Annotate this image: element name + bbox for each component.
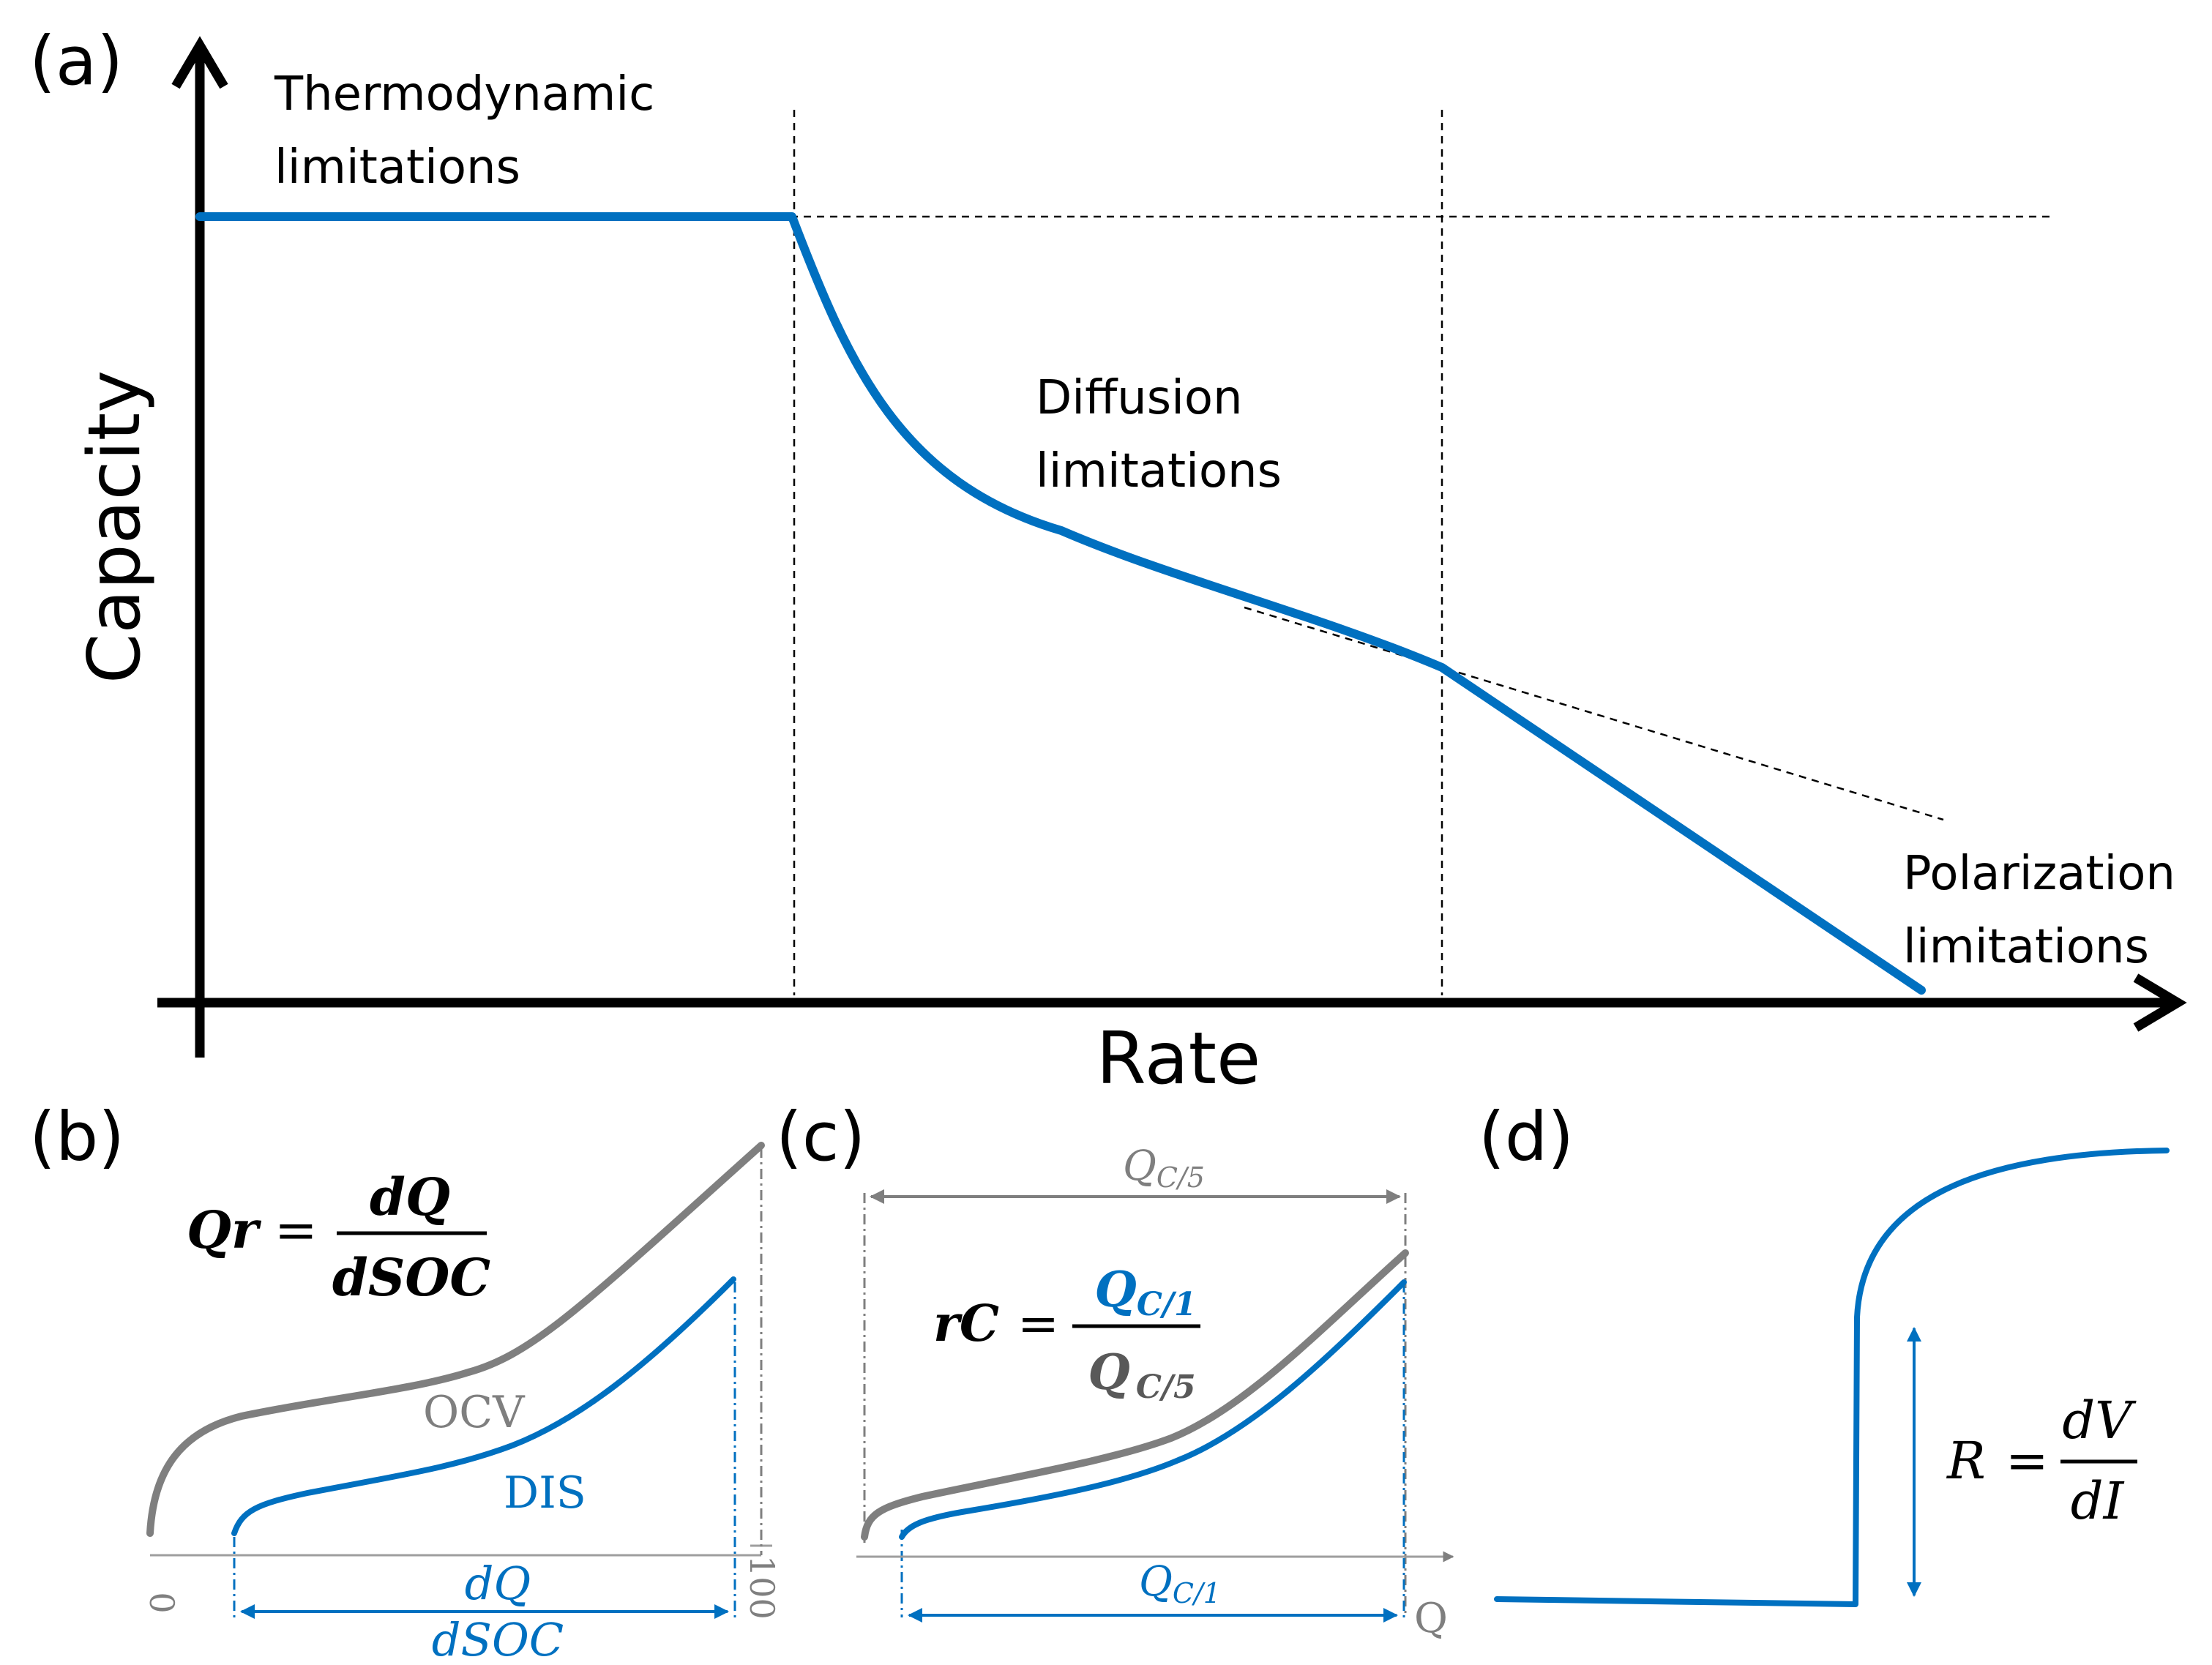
formula-qr-den: dSOC — [332, 1247, 490, 1308]
polarization-label-2: limitations — [1903, 920, 2149, 974]
top-bracket-label: QC/5 — [1123, 1142, 1205, 1194]
formula-rc-num: QC/1 — [1094, 1261, 1196, 1323]
ocv-label: OCV — [423, 1387, 526, 1438]
bracket-dsoc: dSOC — [432, 1613, 564, 1665]
polarization-label-1: Polarization — [1903, 847, 2175, 901]
soc-axis-start: 0 — [142, 1592, 182, 1613]
panel-a: (a) Capacity Rate Thermodynamic limitati… — [29, 22, 2187, 1101]
guide-tangent — [1244, 606, 1944, 821]
q-axis-label: Q — [1414, 1595, 1448, 1642]
formula-r-num: dV — [2062, 1391, 2137, 1451]
panel-b-label: (b) — [29, 1098, 124, 1176]
thermo-label-1: Thermodynamic — [274, 67, 654, 121]
c-blue-curve — [899, 1279, 1407, 1540]
formula-rc-lhs: rC — [933, 1295, 999, 1353]
soc-axis-end: 100 — [742, 1555, 782, 1620]
c-gray-curve — [861, 1249, 1409, 1541]
formula-r-den: dI — [2071, 1471, 2125, 1531]
formula-qr-eq: = — [274, 1200, 318, 1260]
formula-r-eq: = — [2006, 1431, 2049, 1491]
bottom-bracket-label: QC/1 — [1139, 1558, 1221, 1609]
x-axis-label: Rate — [1096, 1017, 1261, 1101]
capacity-curve — [195, 212, 1926, 995]
voltage-step-curve — [1494, 1148, 2170, 1607]
y-axis-arrowhead — [171, 36, 228, 89]
panel-d-label: (d) — [1479, 1098, 1574, 1176]
thermo-label-2: limitations — [274, 141, 520, 195]
panel-d: (d) R = dV dI — [1479, 1098, 2170, 1607]
y-axis-label: Capacity — [73, 370, 157, 684]
panel-c-label: (c) — [776, 1098, 865, 1176]
dis-curve — [231, 1276, 736, 1536]
x-axis-arrowhead — [2133, 973, 2187, 1032]
diffusion-label-1: Diffusion — [1036, 371, 1243, 425]
panel-b: (b) Qr = dQ dSOC OCV DIS 0 100 dQ dSOC — [29, 1098, 782, 1665]
ocv-curve — [146, 1142, 765, 1537]
formula-qr-num: dQ — [370, 1167, 450, 1227]
dis-label: DIS — [504, 1467, 586, 1519]
bracket-dq: dQ — [465, 1557, 531, 1610]
formula-r-lhs: R — [1946, 1431, 1986, 1491]
diffusion-label-2: limitations — [1036, 444, 1282, 498]
formula-rc-eq: = — [1017, 1295, 1059, 1353]
panel-c: (c) QC/5 Q rC = QC/1 Q C/5 QC/1 — [776, 1098, 1454, 1642]
formula-qr-lhs: Qr — [187, 1200, 262, 1260]
formula-rc-den: Q C/5 — [1088, 1344, 1195, 1406]
panel-a-label: (a) — [29, 22, 123, 100]
